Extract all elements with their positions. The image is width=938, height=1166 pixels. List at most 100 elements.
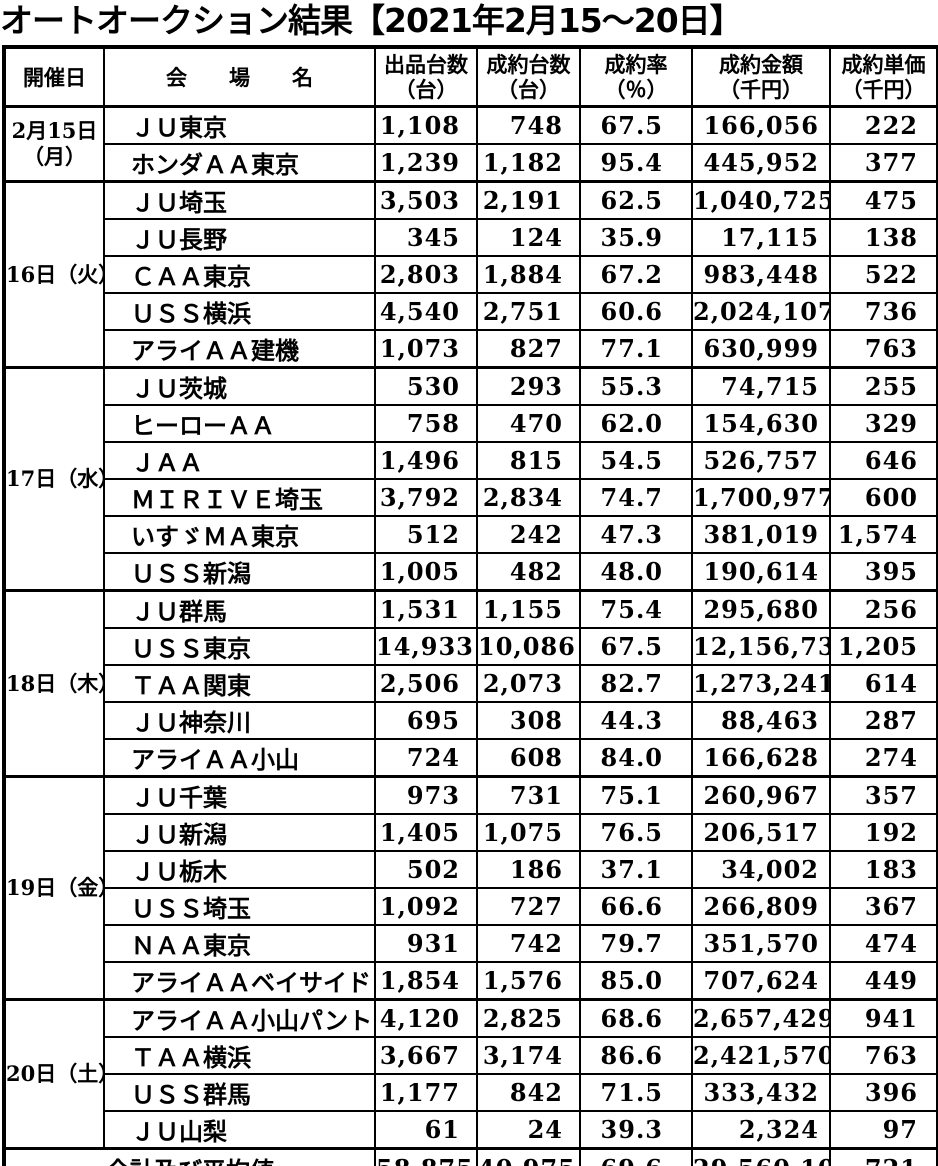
rate-cell: 35.9 [579, 218, 693, 257]
entries-cell: 1,177 [374, 1073, 478, 1112]
venue-cell: ＪＵ埼玉 [103, 180, 376, 220]
unit-price-cell: 474 [829, 924, 938, 963]
venue-cell: ＪＵ長野 [103, 218, 376, 257]
venue-cell: ヒーローＡＡ [103, 404, 376, 443]
amount-cell: 17,115 [691, 218, 831, 257]
entries-cell: 931 [374, 924, 478, 963]
rate-cell: 95.4 [579, 143, 693, 183]
amount-cell: 266,809 [691, 887, 831, 926]
amount-cell: 260,967 [691, 775, 831, 815]
contracts-cell: 24 [476, 1110, 581, 1150]
header-unit-price-line1: 成約単価 [841, 52, 926, 77]
contracts-cell: 608 [476, 738, 581, 778]
entries-cell: 530 [374, 366, 478, 406]
contracts-cell: 242 [476, 515, 581, 554]
venue-cell: ＵＳＳ埼玉 [103, 887, 376, 926]
amount-cell: 154,630 [691, 404, 831, 443]
venue-cell: ＵＳＳ群馬 [103, 1073, 376, 1112]
unit-price-cell: 222 [829, 105, 938, 145]
unit-price-cell: 646 [829, 441, 938, 480]
table-row: ＣＡＡ東京 2,803 1,884 67.2 983,448 522 [4, 255, 938, 294]
unit-price-cell: 600 [829, 478, 938, 517]
header-entries-line2: （台） [394, 77, 458, 102]
total-contracts-cell: 40,975 [476, 1147, 581, 1166]
entries-cell: 2,506 [374, 664, 478, 703]
venue-cell: ＪＵ山梨 [103, 1110, 376, 1150]
amount-cell: 166,056 [691, 105, 831, 145]
table-row: 2月15日 （月） ＪＵ東京 1,108 748 67.5 166,056 222 [3, 105, 938, 183]
amount-cell: 351,570 [691, 924, 831, 963]
entries-cell: 512 [374, 515, 478, 554]
unit-price-cell: 522 [829, 255, 938, 294]
rate-cell: 48.0 [579, 552, 693, 592]
date-line: 17日（水） [6, 466, 102, 491]
contracts-cell: 2,825 [476, 998, 581, 1038]
entries-cell: 1,854 [374, 961, 478, 1001]
contracts-cell: 815 [476, 441, 581, 480]
date-line: 20日（土） [6, 1061, 102, 1086]
amount-cell: 2,421,570 [691, 1036, 831, 1075]
amount-cell: 1,700,977 [691, 478, 831, 517]
table-row: ＭＩＲＩＶＥ埼玉 3,792 2,834 74.7 1,700,977 600 [4, 478, 938, 517]
venue-cell: ＵＳＳ新潟 [103, 552, 376, 592]
amount-cell: 74,715 [691, 366, 831, 406]
contracts-cell: 2,073 [476, 664, 581, 703]
date-line: （月） [23, 144, 86, 169]
rate-cell: 85.0 [579, 961, 693, 1001]
amount-cell: 983,448 [691, 255, 831, 294]
contracts-cell: 3,174 [476, 1036, 581, 1075]
entries-cell: 973 [374, 775, 478, 815]
table-row: ＪＵ栃木 502 186 37.1 34,002 183 [4, 850, 938, 889]
amount-cell: 2,657,429 [691, 998, 831, 1038]
entries-cell: 1,073 [374, 329, 478, 369]
unit-price-cell: 256 [829, 589, 938, 629]
rate-cell: 67.2 [579, 255, 693, 294]
rate-cell: 74.7 [579, 478, 693, 517]
date-line: 2月15日 [11, 118, 98, 143]
table-row: ＴＡＡ関東 2,506 2,073 82.7 1,273,241 614 [4, 664, 938, 703]
table-row: ヒーローＡＡ 758 470 62.0 154,630 329 [4, 404, 938, 443]
amount-cell: 707,624 [691, 961, 831, 1001]
table-row: アライＡＡ小山 724 608 84.0 166,628 274 [4, 738, 938, 778]
unit-price-cell: 192 [829, 813, 938, 852]
venue-cell: アライＡＡベイサイド [103, 961, 376, 1001]
date-line: 16日（火） [6, 261, 102, 287]
entries-cell: 724 [374, 738, 478, 778]
contracts-cell: 10,086 [476, 627, 581, 666]
venue-cell: ＪＵ茨城 [103, 366, 376, 406]
unit-price-cell: 367 [829, 887, 938, 926]
header-rate-line2: （％） [604, 77, 668, 102]
venue-cell: ＪＵ神奈川 [103, 701, 376, 740]
venue-cell: ＵＳＳ横浜 [103, 292, 376, 331]
unit-price-cell: 287 [829, 701, 938, 740]
unit-price-cell: 395 [829, 552, 938, 592]
rate-cell: 47.3 [579, 515, 693, 554]
header-rate-line1: 成約率 [604, 52, 668, 77]
table-row: ＵＳＳ群馬 1,177 842 71.5 333,432 396 [4, 1073, 938, 1112]
amount-cell: 295,680 [691, 589, 831, 629]
entries-cell: 1,531 [374, 589, 478, 629]
unit-price-cell: 357 [829, 775, 938, 815]
venue-cell: ＪＵ群馬 [103, 589, 376, 629]
venue-cell: ＴＡＡ横浜 [103, 1036, 376, 1075]
rate-cell: 75.1 [579, 775, 693, 815]
header-rate: 成約率 （％） [579, 46, 693, 108]
auction-results-table: 開催日 会 場 名 出品台数 （台） 成約台数 （台） 成約率 （％） 成約金額… [2, 45, 938, 1166]
contracts-cell: 1,182 [476, 143, 581, 183]
table-row: ＵＳＳ横浜 4,540 2,751 60.6 2,024,107 736 [4, 292, 938, 331]
date-cell: 19日（金） [3, 775, 105, 1001]
rate-cell: 54.5 [579, 441, 693, 480]
table-footer: 合計及び平均値 58,875 40,975 69.6 29,560,106 72… [3, 1147, 938, 1166]
date-cell: 20日（土） [3, 998, 105, 1150]
contracts-cell: 482 [476, 552, 581, 592]
table-row: ＪＵ神奈川 695 308 44.3 88,463 287 [4, 701, 938, 740]
unit-price-cell: 941 [829, 998, 938, 1038]
table-row: ＪＵ山梨 61 24 39.3 2,324 97 [4, 1110, 938, 1150]
date-line: 18日（木） [6, 670, 102, 696]
contracts-cell: 2,834 [476, 478, 581, 517]
rate-cell: 71.5 [579, 1073, 693, 1112]
unit-price-cell: 475 [829, 180, 938, 220]
